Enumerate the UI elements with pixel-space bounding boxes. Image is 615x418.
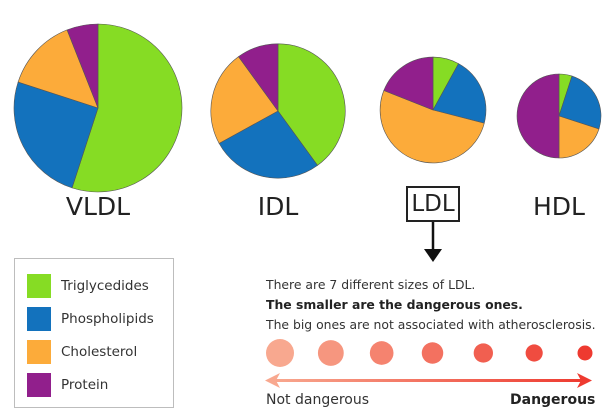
- pie-slice-vldl-phospholipids: [13, 81, 99, 189]
- pie-ldl: [379, 56, 487, 164]
- legend-label: Cholesterol: [61, 344, 138, 360]
- ldl-size-dot-5: [473, 343, 494, 363]
- legend-item-triglycerides: Triglycedides: [27, 274, 149, 298]
- pie-slice-ldl-cholesterol: [379, 90, 485, 164]
- legend-swatch-triglycerides: [27, 274, 51, 298]
- danger-scale-arrow: [265, 373, 592, 388]
- pie-slice-idl-protein: [238, 43, 279, 112]
- particle-label-ldl: LDL: [411, 191, 455, 217]
- particle-label-vldl: VLDL: [65, 192, 131, 221]
- legend-swatch-phospholipids: [27, 307, 51, 331]
- pie-slice-hdl-protein: [516, 73, 560, 159]
- legend: Triglycedides Phospholipids Cholesterol …: [14, 258, 174, 408]
- pie-slice-vldl-cholesterol: [17, 29, 99, 109]
- pie-slice-ldl-protein: [383, 56, 434, 111]
- pie-slice-vldl-protein: [66, 23, 99, 109]
- info-line-sizes: There are 7 different sizes of LDL.: [266, 277, 476, 292]
- pie-charts: [13, 23, 602, 193]
- ldl-pointer-arrow: [424, 222, 442, 262]
- pie-slice-ldl-phospholipids: [432, 63, 487, 124]
- pie-hdl: [516, 73, 602, 159]
- pie-idl: [210, 43, 346, 179]
- legend-item-phospholipids: Phospholipids: [27, 307, 154, 331]
- legend-label: Protein: [61, 377, 109, 393]
- pie-slice-idl-triglycerides: [277, 43, 346, 166]
- pie-vldl: [13, 23, 183, 193]
- ldl-size-dots: [266, 339, 593, 367]
- particle-label-ldl-box: LDL: [406, 186, 460, 222]
- particle-label-hdl: HDL: [533, 192, 585, 221]
- legend-item-cholesterol: Cholesterol: [27, 340, 137, 364]
- ldl-size-dot-2: [317, 340, 344, 366]
- pie-slice-idl-cholesterol: [210, 56, 279, 144]
- pie-slice-hdl-cholesterol: [558, 115, 600, 159]
- ldl-size-dot-4: [421, 342, 444, 364]
- particle-label-idl: IDL: [257, 192, 299, 221]
- pie-slice-vldl-triglycerides: [71, 23, 183, 193]
- scale-label-not-dangerous: Not dangerous: [266, 392, 369, 408]
- info-line-not-associated: The big ones are not associated with ath…: [266, 317, 596, 332]
- legend-label: Phospholipids: [61, 311, 154, 327]
- ldl-size-dot-3: [369, 341, 394, 365]
- ldl-size-dot-7: [577, 345, 593, 361]
- pie-slice-hdl-phospholipids: [558, 75, 602, 130]
- legend-label: Triglycedides: [61, 278, 149, 294]
- info-line-dangerous: The smaller are the dangerous ones.: [266, 297, 523, 312]
- ldl-size-dot-6: [525, 344, 543, 362]
- legend-swatch-protein: [27, 373, 51, 397]
- scale-label-dangerous: Dangerous: [510, 392, 596, 408]
- legend-item-protein: Protein: [27, 373, 108, 397]
- legend-swatch-cholesterol: [27, 340, 51, 364]
- ldl-size-dot-1: [266, 339, 294, 367]
- pie-slice-idl-phospholipids: [218, 110, 318, 179]
